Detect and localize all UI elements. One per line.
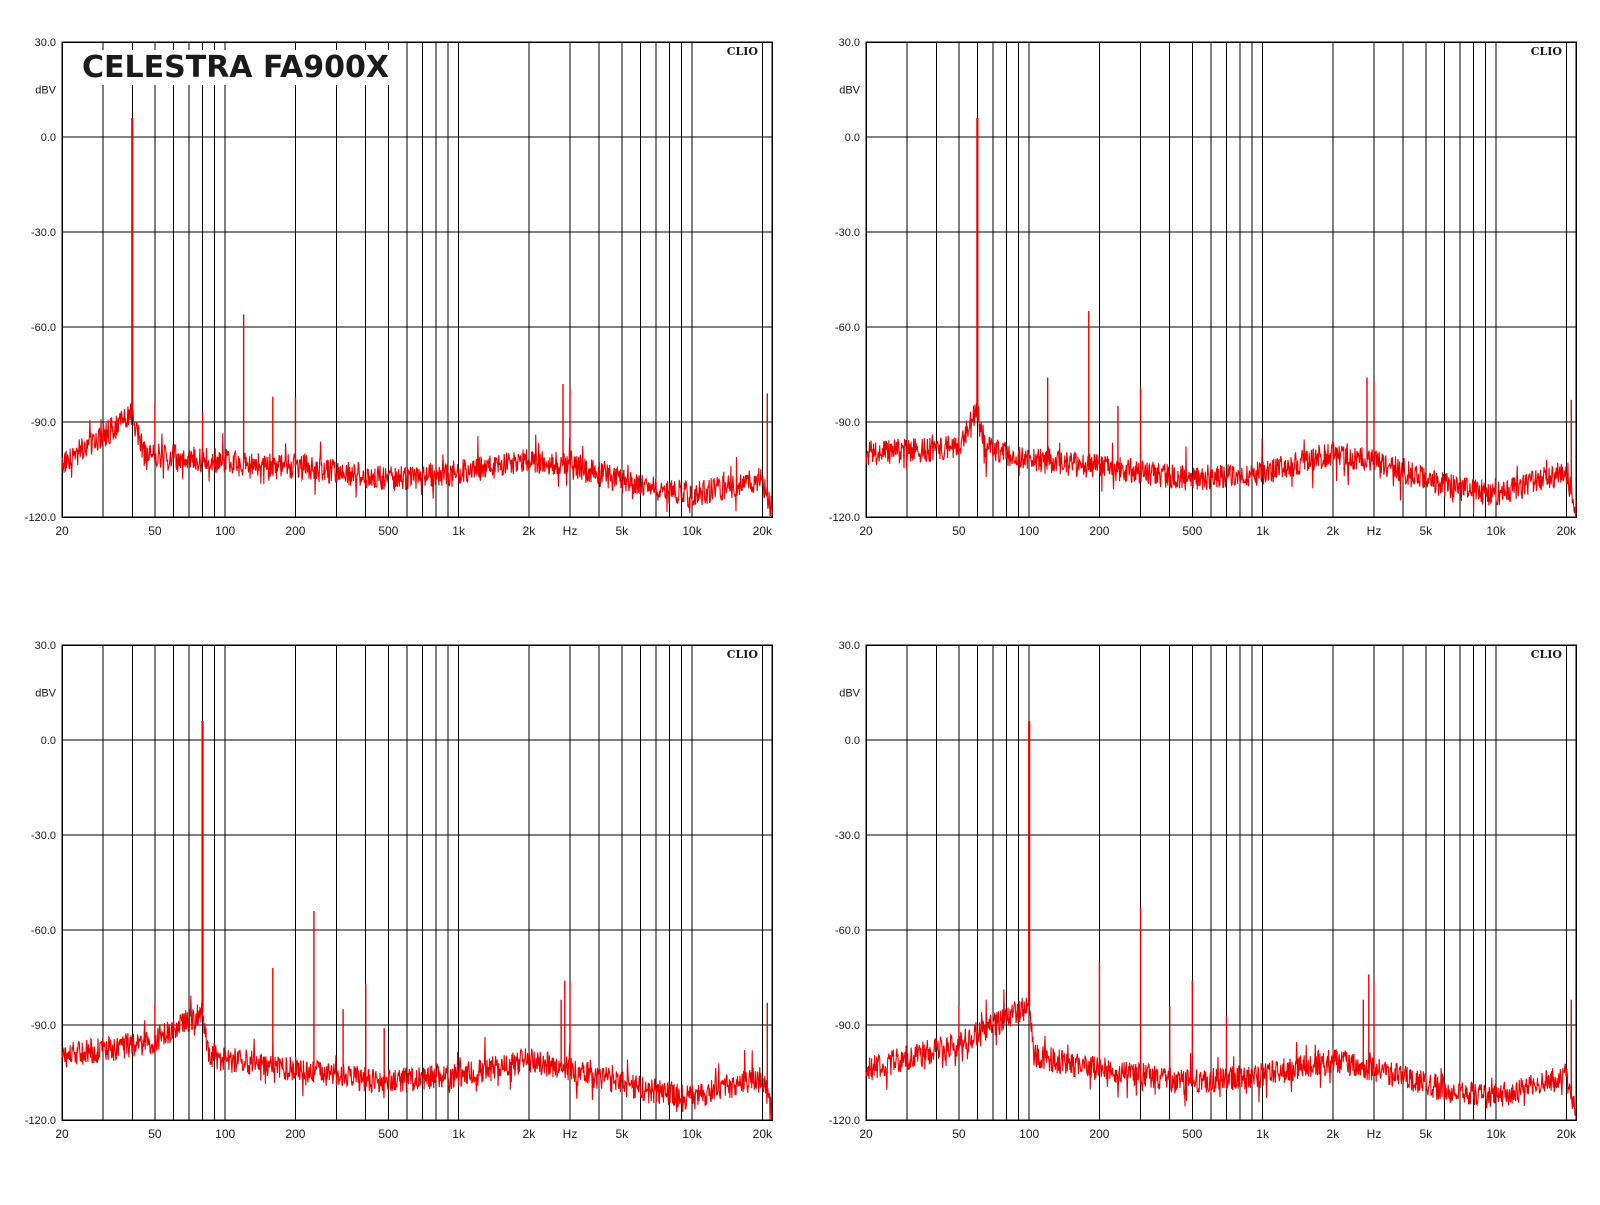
y-axis-label: dBV [35,85,56,97]
x-tick-label: 500 [1182,1127,1202,1141]
x-axis-label: Hz [563,1127,578,1141]
y-tick-label: -90.0 [31,417,56,429]
y-tick-label: 0.0 [41,735,56,747]
plot-frame [865,644,1577,1121]
x-tick-label: 10k [682,524,702,538]
x-tick-label: 100 [1019,1127,1039,1141]
spectrum-trace [61,995,773,1121]
x-tick-label: 20 [859,524,873,538]
x-axis-label: Hz [1367,524,1382,538]
x-tick-label: 200 [285,1127,305,1141]
x-tick-label: 1k [452,1127,466,1141]
y-tick-label: 30.0 [35,640,56,652]
y-tick-label: -90.0 [835,417,860,429]
x-tick-label: 200 [1089,1127,1109,1141]
x-tick-label: 1k [1256,524,1270,538]
spectrum-trace [865,989,1577,1118]
plot-frame [865,41,1577,518]
plot-frame [61,41,773,518]
x-tick-label: 10k [1486,524,1506,538]
y-tick-label: -60.0 [835,322,860,334]
x-tick-label: 500 [1182,524,1202,538]
y-tick-label: 30.0 [839,37,860,49]
x-tick-label: 50 [148,1127,162,1141]
y-tick-label: 0.0 [41,132,56,144]
x-tick-label: 2k [1327,524,1341,538]
y-tick-label: -60.0 [31,925,56,937]
y-tick-label: -60.0 [31,322,56,334]
y-tick-label: -120.0 [25,512,56,524]
y-tick-label: -30.0 [31,227,56,239]
x-tick-label: 20 [859,1127,873,1141]
x-axis-label: Hz [1367,1127,1382,1141]
x-tick-label: 5k [615,1127,629,1141]
x-tick-label: 10k [1486,1127,1506,1141]
x-tick-label: 2k [523,524,537,538]
spectrum-panel-1: 30.0 0.0 -30.0 -60.0 -90.0 -120.0 dBV 20 50 100 20… [25,37,773,538]
x-tick-label: 1k [452,524,466,538]
clio-watermark: CLIO [1531,648,1563,661]
y-tick-label: 30.0 [839,640,860,652]
clio-watermark: CLIO [727,45,759,58]
y-tick-label: -90.0 [835,1020,860,1032]
x-tick-label: 20k [1557,524,1577,538]
y-tick-label: -60.0 [835,925,860,937]
x-tick-label: 5k [1419,524,1433,538]
y-axis-label: dBV [35,688,56,700]
x-tick-label: 20k [753,1127,773,1141]
x-tick-label: 100 [1019,524,1039,538]
y-tick-label: -90.0 [31,1020,56,1032]
y-tick-label: 30.0 [35,37,56,49]
x-tick-label: 100 [215,1127,235,1141]
spectrum-panel-2: 30.0 0.0 -30.0 -60.0 -90.0 -120.0 dBV 20 50 100 20… [829,37,1577,538]
x-tick-label: 2k [1327,1127,1341,1141]
x-tick-label: 5k [615,524,629,538]
x-tick-label: 20k [753,524,773,538]
spectrum-panel-3: 30.0 0.0 -30.0 -60.0 -90.0 -120.0 dBV 20 50 100 20… [25,640,773,1141]
x-tick-label: 50 [952,524,966,538]
y-tick-label: 0.0 [845,735,860,747]
x-tick-label: 20k [1557,1127,1577,1141]
x-tick-label: 200 [1089,524,1109,538]
x-tick-label: 20 [55,524,69,538]
chart-title: CELESTRA FA900X [78,50,393,85]
y-tick-label: -120.0 [829,1115,860,1127]
x-tick-label: 5k [1419,1127,1433,1141]
y-tick-label: -30.0 [835,830,860,842]
spectrum-panel-4: 30.0 0.0 -30.0 -60.0 -90.0 -120.0 dBV 20 50 100 20… [829,640,1577,1141]
x-tick-label: 2k [523,1127,537,1141]
x-tick-label: 200 [285,524,305,538]
x-tick-label: 10k [682,1127,702,1141]
x-tick-label: 1k [1256,1127,1270,1141]
x-axis-label: Hz [563,524,578,538]
x-tick-label: 500 [378,524,398,538]
clio-watermark: CLIO [727,648,759,661]
y-axis-label: dBV [839,85,860,97]
spectrum-trace [865,402,1577,518]
x-tick-label: 50 [952,1127,966,1141]
y-tick-label: -30.0 [835,227,860,239]
x-tick-label: 20 [55,1127,69,1141]
plot-frame [61,644,773,1121]
x-tick-label: 500 [378,1127,398,1141]
y-tick-label: 0.0 [845,132,860,144]
y-axis-label: dBV [839,688,860,700]
y-tick-label: -30.0 [31,830,56,842]
x-tick-label: 100 [215,524,235,538]
x-tick-label: 50 [148,524,162,538]
y-tick-label: -120.0 [25,1115,56,1127]
spectrum-trace [61,402,773,517]
clio-watermark: CLIO [1531,45,1563,58]
y-tick-label: -120.0 [829,512,860,524]
